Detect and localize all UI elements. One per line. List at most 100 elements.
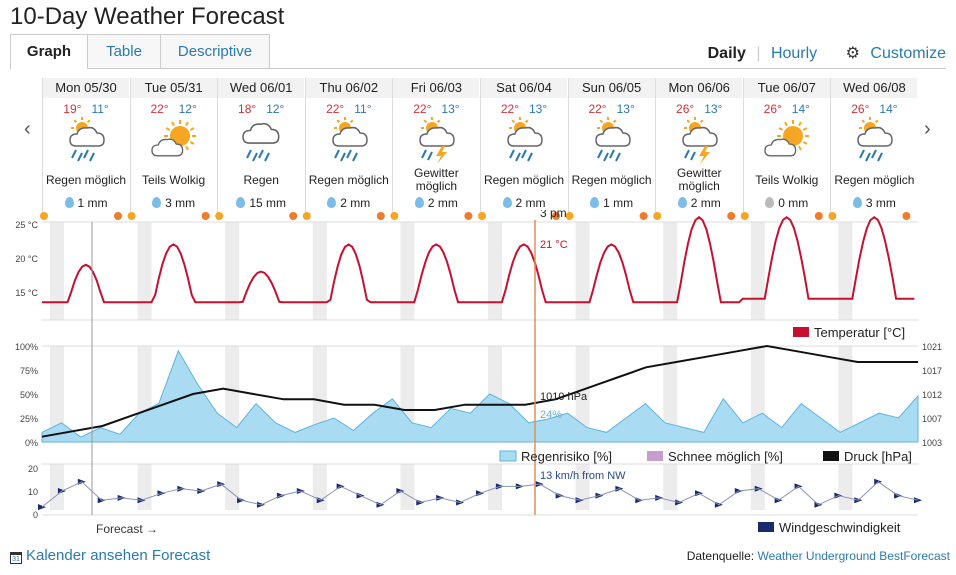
day-column[interactable]: Mon 05/30 19° 11° Regen möglich 1 mm <box>42 78 129 218</box>
partly-cloudy-icon <box>744 116 830 166</box>
low-temp: 14° <box>791 102 810 116</box>
gear-icon: ⚙ <box>845 45 860 62</box>
day-temps: 22° 11° <box>306 102 392 116</box>
cursor-rain: 24% <box>540 409 562 421</box>
sunset-icon <box>201 212 210 220</box>
prev-arrow-icon[interactable]: ‹ <box>24 118 31 140</box>
night-band <box>50 464 64 510</box>
percent-tick-label: 50% <box>20 390 38 400</box>
low-temp: 12° <box>178 102 197 116</box>
raindrop-icon <box>590 197 600 208</box>
night-band <box>838 346 853 440</box>
day-temps: 22° 12° <box>131 102 217 116</box>
high-temp: 18° <box>238 102 257 116</box>
temperature-legend[interactable]: Temperatur [°C] <box>814 325 905 340</box>
day-date: Wed 06/08 <box>831 78 918 98</box>
precip-amount: 3 mm <box>831 196 917 210</box>
day-date: Mon 06/06 <box>656 78 743 98</box>
condition-text: Regen möglich <box>45 172 127 187</box>
night-band <box>312 346 327 440</box>
customize-button[interactable]: ⚙ Customize <box>840 45 946 62</box>
day-temps: 22° 13° <box>393 102 479 116</box>
night-band <box>663 464 678 510</box>
rain-chance-swatch <box>499 450 517 462</box>
rain-icon <box>218 116 304 166</box>
night-band <box>400 464 415 510</box>
precip-amount: 2 mm <box>481 196 567 210</box>
tab-table[interactable]: Table <box>87 34 161 68</box>
sunset-icon <box>114 212 122 220</box>
night-band <box>137 222 152 320</box>
calendar-link[interactable]: 31 Kalender ansehen Forecast <box>10 547 210 564</box>
thunder-sun-icon <box>656 116 742 166</box>
day-column[interactable]: Mon 06/06 26° 13° Gewitter möglich 2 mm <box>655 78 743 218</box>
pressure-tick-label: 1017 <box>922 366 942 376</box>
hourly-toggle[interactable]: Hourly <box>770 45 818 62</box>
day-date: Sun 06/05 <box>568 78 655 98</box>
cursor-temp: 21 °C <box>540 239 568 251</box>
precip-amount: 15 mm <box>218 196 304 210</box>
tab-descriptive[interactable]: Descriptive <box>160 34 270 68</box>
forecast-graph[interactable]: 25 °C 20 °C 15 °C 100% 75% 50% 25% 0% 1021 1017 10… <box>0 210 956 550</box>
day-temps: 26° 14° <box>831 102 917 116</box>
pressure-legend[interactable]: Druck [hPa] <box>844 449 912 464</box>
rain-sun-icon <box>569 116 655 166</box>
day-temps: 26° 13° <box>656 102 742 116</box>
night-band <box>50 222 64 320</box>
cursor-wind: 13 km/h from NW <box>540 470 626 482</box>
night-band <box>488 222 502 320</box>
snow-chance-swatch <box>647 451 663 461</box>
raindrop-icon <box>414 197 424 208</box>
snow-chance-legend[interactable]: Schnee möglich [%] <box>668 449 783 464</box>
day-column[interactable]: Fri 06/03 22° 13° Gewitter möglich 2 mm <box>392 78 480 218</box>
temp-tick-label: 15 °C <box>15 288 38 298</box>
night-band <box>400 222 415 320</box>
rain-sun-icon <box>831 116 917 166</box>
night-band <box>50 346 64 440</box>
wind-tick-label: 10 <box>28 487 38 497</box>
day-date: Tue 06/07 <box>743 78 830 98</box>
day-column[interactable]: Sat 06/04 22° 13° Regen möglich 2 mm <box>480 78 567 218</box>
calendar-link-label: Kalender ansehen Forecast <box>26 547 211 564</box>
rain-chance-area <box>41 349 919 443</box>
pressure-tick-label: 1007 <box>922 414 942 424</box>
raindrop-icon <box>677 197 687 208</box>
day-column[interactable]: Thu 06/02 22° 11° Regen möglich 2 mm <box>304 78 392 218</box>
raindrop-icon <box>64 197 74 208</box>
period-toggle: Daily | Hourly ⚙ Customize <box>702 43 946 63</box>
condition-text: Regen möglich <box>483 172 565 187</box>
percent-tick-label: 25% <box>20 414 38 424</box>
day-column[interactable]: Tue 06/07 26° 14° Teils Wolkig 0 mm <box>742 78 830 218</box>
day-column[interactable]: Wed 06/08 26° 14° Regen möglich 3 mm <box>830 78 918 218</box>
condition-text: Teils Wolkig <box>142 172 206 187</box>
low-temp: 13° <box>441 102 460 116</box>
raindrop-icon <box>236 197 246 208</box>
thunder-sun-icon <box>393 116 479 166</box>
day-column[interactable]: Wed 06/01 18° 12° Regen 15 mm <box>217 78 305 218</box>
high-temp: 22° <box>150 102 169 116</box>
page-title: 10-Day Weather Forecast <box>10 3 285 30</box>
customize-label: Customize <box>870 45 946 62</box>
pressure-swatch <box>823 451 839 461</box>
tab-graph[interactable]: Graph <box>10 34 88 69</box>
night-band <box>225 346 240 440</box>
rain-chance-legend[interactable]: Regenrisiko [%] <box>521 449 612 464</box>
night-band <box>838 464 853 510</box>
day-date: Tue 05/31 <box>130 78 217 98</box>
data-source: Datenquelle: Weather Underground BestFor… <box>687 549 950 563</box>
high-temp: 26° <box>763 102 782 116</box>
day-date: Sat 06/04 <box>481 78 567 98</box>
night-band <box>312 464 327 510</box>
wind-speed-legend[interactable]: Windgeschwindigkeit <box>779 520 901 535</box>
sunrise-icon <box>565 212 574 220</box>
daily-toggle[interactable]: Daily <box>707 45 746 62</box>
condition-text: Regen möglich <box>308 172 389 187</box>
precip-amount: 1 mm <box>569 196 655 210</box>
day-column[interactable]: Sun 06/05 22° 13° Regen möglich 1 mm <box>567 78 655 218</box>
day-column[interactable]: Tue 05/31 22° 12° Teils Wolkig 3 mm <box>129 78 217 218</box>
day-date: Mon 05/30 <box>43 78 129 98</box>
night-band <box>838 222 853 320</box>
source-link[interactable]: Weather Underground BestForecast <box>757 549 950 563</box>
next-arrow-icon[interactable]: › <box>924 118 931 140</box>
wind-speed-swatch <box>758 522 774 532</box>
